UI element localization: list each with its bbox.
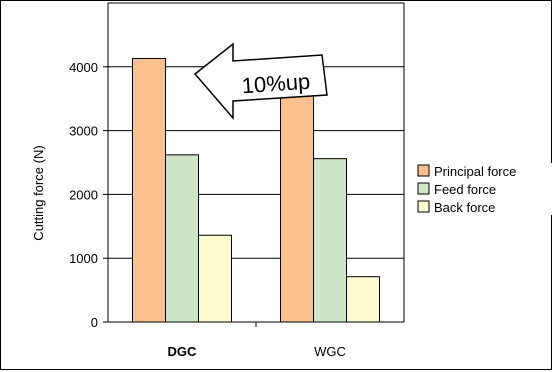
legend-swatch: [417, 164, 430, 177]
legend-label: Principal force: [434, 164, 516, 179]
y-tick-label: 1000: [69, 251, 98, 266]
legend-label: Feed force: [434, 182, 496, 197]
annotation-label: 10%up: [241, 69, 311, 99]
bar-wgc-principal-force: [280, 82, 314, 323]
arrow-shape: [193, 42, 328, 121]
axes: [103, 3, 405, 327]
y-tick-label: 4000: [69, 60, 98, 75]
bar-wgc-feed-force: [313, 158, 347, 323]
y-tick-label: 2000: [69, 187, 98, 202]
y-tick-labels: 0 1000 2000 3000 4000: [69, 60, 98, 330]
category-labels: DGC WGC: [168, 344, 346, 359]
category-label: DGC: [168, 344, 198, 359]
legend: Principal force Feed force Back force: [411, 163, 553, 215]
legend-box: [411, 163, 553, 215]
bar-wgc-back-force: [346, 276, 380, 323]
category-label: WGC: [314, 344, 346, 359]
bars: [132, 58, 380, 323]
legend-label: Back force: [434, 200, 495, 215]
bar-dgc-principal-force: [132, 58, 166, 323]
y-tick-label: 3000: [69, 124, 98, 139]
annotation-arrow: 10%up: [193, 42, 328, 121]
legend-swatch: [417, 182, 430, 195]
bar-dgc-back-force: [198, 234, 232, 323]
y-tick-label: 0: [91, 315, 98, 330]
bar-dgc-feed-force: [165, 154, 199, 323]
y-axis-label: Cutting force (N): [31, 145, 46, 240]
legend-swatch: [417, 200, 430, 213]
